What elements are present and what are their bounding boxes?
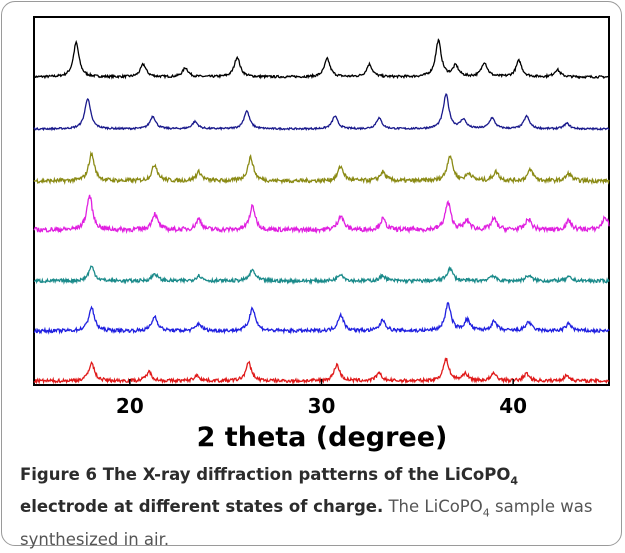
x-tick-label: 40 (499, 394, 527, 418)
series-line-7 (33, 357, 610, 385)
series-layer (33, 38, 610, 385)
series-line-5 (33, 265, 610, 285)
figure-card (1, 1, 622, 546)
caption-text: The LiCoPO4 sample was synthesized in ai… (20, 497, 593, 549)
x-axis-label: 2 theta (degree) (197, 422, 448, 453)
series-line-6 (33, 301, 610, 335)
series-line-1 (33, 38, 610, 80)
x-axis-ticks: 20 30 40 (116, 379, 527, 418)
series-line-2 (33, 93, 610, 132)
x-tick-label: 20 (116, 394, 144, 418)
figure-caption: Figure 6 The X-ray diffraction patterns … (20, 462, 610, 553)
caption-title: Figure 6 The X-ray diffraction patterns … (20, 465, 519, 517)
series-line-3 (33, 150, 610, 186)
series-line-4 (33, 194, 610, 235)
xrd-chart: 20 30 40 2 theta (degree) (33, 16, 610, 453)
x-tick-label: 30 (308, 394, 336, 418)
